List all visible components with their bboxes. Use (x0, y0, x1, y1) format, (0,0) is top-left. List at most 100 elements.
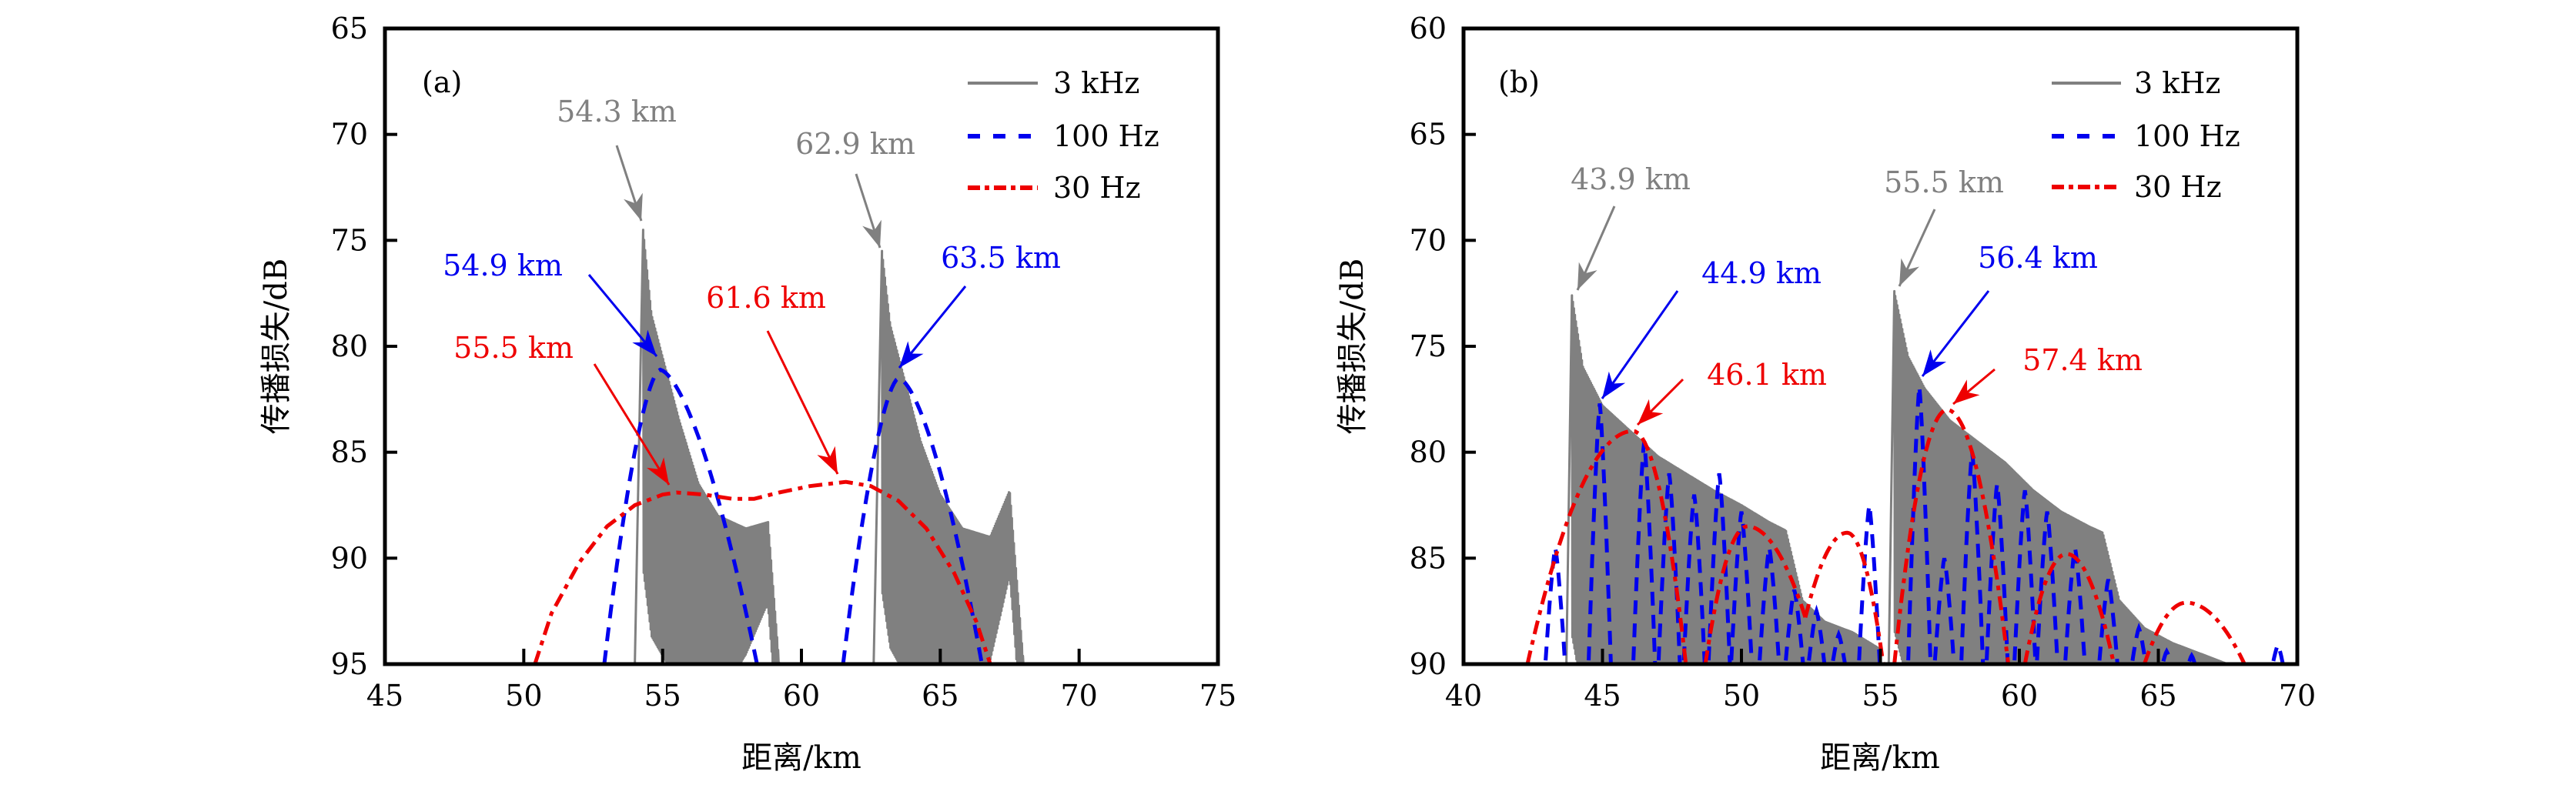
annotation-arrow-line (766, 330, 839, 475)
series-100hz-lobe (1906, 386, 1933, 664)
series-30hz-arch (2143, 600, 2246, 664)
series-30hz-arch (1803, 530, 1885, 664)
annotation-label: 61.6 km (706, 281, 826, 315)
annotation-label: 44.9 km (1701, 256, 1822, 290)
arrowhead-icon (632, 329, 657, 356)
panel-b: 40 45 50 55 60 65 70 60 65 70 75 80 85 90 43.9 km 55.5… (1335, 12, 2316, 776)
x-tick-label: 70 (1060, 679, 1097, 713)
arrowhead-icon (862, 219, 882, 248)
annotation: 43.9 km (1571, 162, 1691, 291)
y-tick-label: 85 (1410, 541, 1447, 575)
y-tick-label: 90 (331, 541, 368, 575)
y-tick-label: 80 (1410, 436, 1447, 469)
x-tick-label: 50 (1723, 679, 1760, 713)
panel-a-label: (a) (422, 65, 462, 99)
arrowhead-icon (1577, 262, 1597, 290)
arrowhead-icon (817, 446, 838, 474)
annotation-label: 57.4 km (2022, 343, 2143, 377)
series-3-khz (634, 229, 1025, 664)
annotation: 56.4 km (1921, 241, 2098, 377)
annotation-label: 55.5 km (453, 331, 574, 365)
series-30hz-arch (1525, 429, 1688, 664)
legend-label: 30 Hz (1053, 171, 1141, 205)
series-30hz-line (533, 479, 992, 664)
series-100hz-lobe (2012, 489, 2038, 664)
y-tick-label: 75 (1410, 329, 1447, 363)
x-tick-label: 60 (2001, 679, 2038, 713)
arrowhead-icon (647, 457, 669, 485)
series-100hz-lobe (1830, 629, 1848, 664)
arrowhead-icon (624, 192, 643, 221)
panel-a-annotations: 54.3 km 62.9 km 54.9 km 63.5 km 55.5 km 61.6 … (443, 95, 1061, 486)
x-tick-label: 60 (783, 679, 820, 713)
series-30hz-arch (2022, 552, 2116, 664)
panel-b-ylabel: 传播损失/dB (1335, 259, 1370, 434)
annotation-label: 56.4 km (1978, 241, 2098, 275)
x-tick-label: 45 (366, 679, 403, 713)
panel-a-legend: 3 kHz 100 Hz 30 Hz (968, 66, 1159, 205)
y-tick-label: 75 (331, 223, 368, 257)
panel-b-plot-area (1525, 289, 2285, 664)
x-tick-label: 40 (1445, 679, 1482, 713)
annotation-label: 55.5 km (1884, 165, 2004, 199)
series-100hz-lobe (2129, 622, 2148, 664)
legend-label: 100 Hz (2134, 119, 2240, 153)
y-tick-label: 70 (331, 118, 368, 152)
series-100hz-lobe (1706, 472, 1732, 664)
panel-a-ylabel: 传播损失/dB (259, 259, 294, 434)
x-tick-label: 70 (2279, 679, 2316, 713)
annotation: 54.9 km (443, 249, 658, 357)
y-tick-label: 85 (331, 436, 368, 469)
arrowhead-icon (899, 341, 924, 368)
annotation: 63.5 km (898, 241, 1061, 369)
y-tick-label: 65 (331, 12, 368, 45)
panel-a-xlabel: 距离/km (741, 740, 861, 776)
x-tick-label: 55 (644, 679, 681, 713)
annotation-label: 63.5 km (941, 241, 1061, 275)
x-tick-label: 45 (1584, 679, 1621, 713)
series-100hz-lobe (1729, 511, 1754, 664)
arrowhead-icon (1638, 399, 1664, 425)
series-100hz-lobe (2035, 511, 2060, 664)
y-tick-label: 60 (1410, 12, 1447, 45)
annotation: 55.5 km (1884, 165, 2004, 287)
panel-b-annotations: 43.9 km 55.5 km 44.9 km 56.4 km 46.1 km 57.4 … (1571, 162, 2143, 426)
series-3khz-burst (1887, 289, 2229, 664)
annotation-label: 43.9 km (1571, 162, 1691, 196)
legend-label: 100 Hz (1053, 119, 1159, 153)
series-100hz-lobe (1543, 547, 1567, 664)
y-tick-label: 65 (1410, 118, 1447, 152)
annotation: 44.9 km (1601, 256, 1822, 399)
annotation: 62.9 km (795, 127, 915, 249)
series-100-hz (602, 367, 984, 664)
series-30-hz (533, 479, 992, 664)
x-tick-label: 65 (922, 679, 958, 713)
series-100hz-lobe (602, 367, 759, 664)
series-100hz-lobe (2160, 647, 2173, 664)
series-30hz-arch (1703, 524, 1808, 664)
series-30-hz (1525, 408, 2246, 664)
panel-a-plot-area (533, 229, 1025, 664)
legend-label: 30 Hz (2134, 170, 2222, 204)
arrowhead-icon (1953, 379, 1980, 404)
series-100hz-lobe (1806, 604, 1827, 664)
y-tick-label: 90 (1410, 647, 1447, 681)
legend-entry: 100 Hz (968, 119, 1159, 153)
panel-b-ticks: 40 45 50 55 60 65 70 60 65 70 75 80 85 90 (1410, 12, 2317, 713)
x-tick-label: 65 (2139, 679, 2176, 713)
arrowhead-icon (1899, 258, 1920, 286)
annotation: 55.5 km (453, 331, 671, 486)
annotation: 57.4 km (1952, 343, 2143, 406)
series-30hz-arch (1892, 408, 2011, 664)
annotation-label: 54.9 km (443, 249, 563, 282)
annotation: 46.1 km (1636, 358, 1827, 426)
panel-a-ticks: 45 50 55 60 65 70 75 65 70 75 80 85 90 95 (331, 12, 1237, 713)
series-100hz-lobe (2186, 652, 2197, 664)
series-100hz-lobe (1586, 403, 1613, 664)
series-100hz-lobe (841, 376, 984, 664)
legend-entry: 3 kHz (968, 66, 1139, 100)
annotation-arrow-line (1601, 290, 1679, 399)
y-tick-label: 95 (331, 647, 368, 681)
x-tick-label: 55 (1862, 679, 1899, 713)
